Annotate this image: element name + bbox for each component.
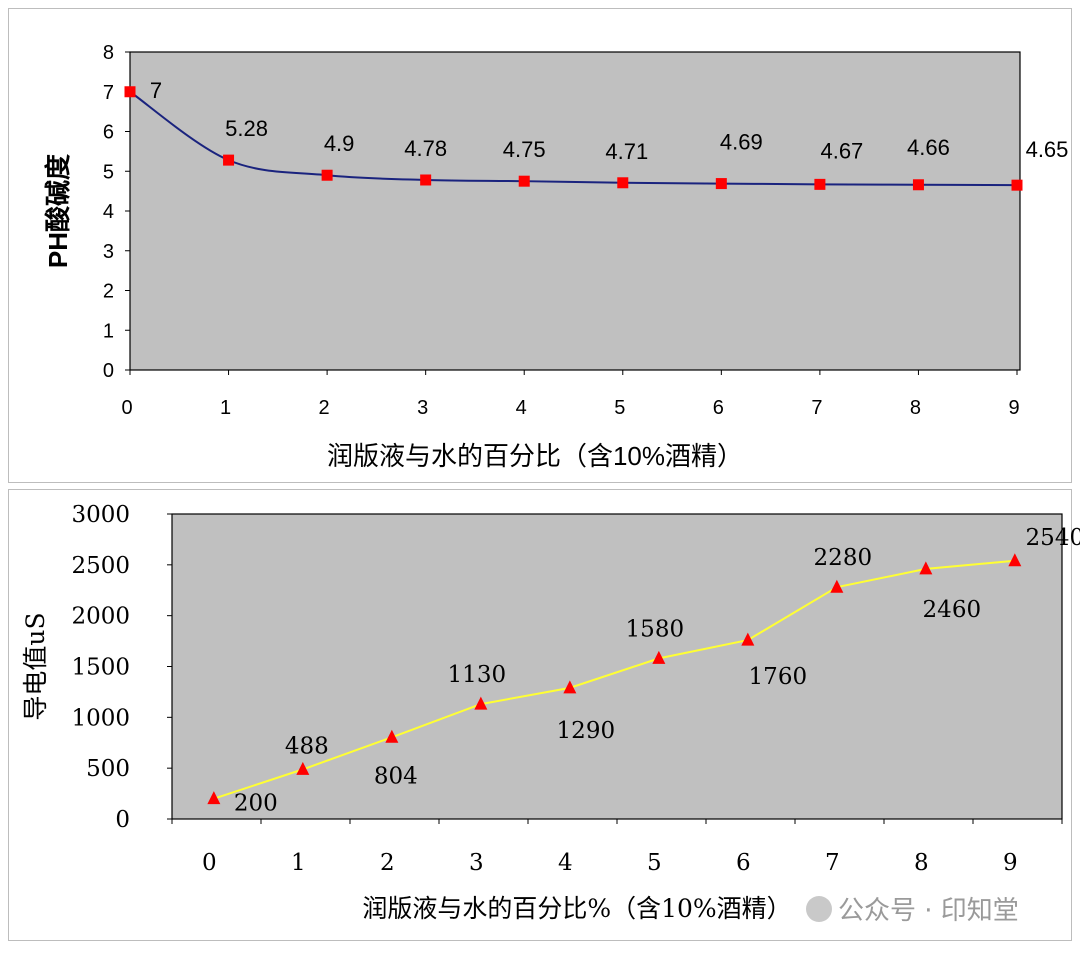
conductivity-x-tick-label: 1: [291, 850, 306, 876]
conductivity-data-label: 488: [285, 733, 329, 759]
ph-x-tick-label: 4: [516, 397, 527, 419]
ph-x-tick-label: 5: [614, 397, 625, 419]
ph-y-tick-label: 4: [103, 201, 114, 223]
watermark: 公众号 · 印知堂: [806, 890, 1019, 927]
wechat-icon: [806, 895, 832, 922]
ph-data-label: 5.28: [225, 116, 268, 141]
ph-point-marker: [912, 179, 924, 191]
conductivity-y-tick-label: 0: [115, 807, 130, 833]
conductivity-data-label: 1580: [626, 616, 685, 642]
conductivity-y-tick-label: 3000: [71, 502, 130, 528]
ph-point-marker: [223, 154, 235, 166]
conductivity-data-label: 2540: [1026, 525, 1080, 551]
conductivity-data-label: 1760: [749, 664, 808, 690]
ph-y-tick-label: 5: [103, 161, 114, 183]
conductivity-point-marker: [296, 761, 310, 775]
ph-data-label: 4.66: [907, 135, 950, 160]
ph-data-label: 4.67: [820, 138, 863, 163]
ph-x-tick-label: 2: [319, 397, 330, 419]
conductivity-data-label: 804: [374, 763, 418, 789]
ph-point-marker: [321, 169, 333, 181]
ph-y-tick-label: 2: [103, 281, 114, 303]
ph-y-tick-label: 0: [103, 360, 114, 382]
conductivity-series-line: [213, 559, 1015, 800]
ph-x-tick-label: 7: [811, 397, 822, 419]
watermark-text: 公众号 · 印知堂: [838, 896, 1019, 926]
conductivity-y-axis-label: 导电值uS: [21, 612, 50, 720]
ph-point-marker: [420, 174, 432, 186]
conductivity-point-marker: [1008, 553, 1022, 567]
ph-y-axis-label: PH酸碱度: [43, 154, 73, 268]
conductivity-data-label: 1130: [448, 662, 507, 688]
conductivity-y-tick-label: 1000: [71, 705, 130, 731]
conductivity-point-marker: [652, 650, 666, 664]
ph-point-marker: [518, 175, 530, 187]
ph-x-tick-label: 8: [910, 397, 921, 419]
ph-plot-area: [129, 51, 1021, 371]
ph-data-label: 4.65: [1026, 137, 1069, 162]
conductivity-x-tick-label: 2: [380, 850, 395, 876]
conductivity-plot-area: [171, 513, 1063, 820]
ph-x-tick-label: 9: [1008, 397, 1019, 419]
ph-data-label: 4.71: [605, 139, 648, 164]
ph-y-tick-label: 8: [103, 42, 114, 64]
ph-data-label: 4.78: [404, 136, 447, 161]
ph-point-marker: [814, 178, 826, 190]
conductivity-y-tick-label: 500: [86, 756, 130, 782]
conductivity-x-tick-label: 0: [202, 850, 217, 876]
ph-point-marker: [1011, 179, 1023, 191]
conductivity-data-label: 200: [234, 791, 278, 817]
conductivity-x-axis-label: 润版液与水的百分比%（含10%酒精）: [362, 894, 791, 923]
ph-data-label: 7: [150, 78, 162, 103]
conductivity-data-label: 2280: [814, 545, 873, 571]
conductivity-point-marker: [207, 791, 221, 805]
ph-data-label: 4.9: [324, 131, 355, 156]
conductivity-point-marker: [385, 729, 399, 743]
conductivity-x-tick-label: 8: [914, 850, 929, 876]
ph-x-tick-label: 0: [121, 397, 132, 419]
conductivity-point-marker: [830, 579, 844, 593]
ph-data-label: 4.75: [503, 137, 546, 162]
conductivity-point-marker: [741, 632, 755, 646]
conductivity-x-tick-label: 5: [647, 850, 662, 876]
ph-point-marker: [124, 86, 136, 98]
conductivity-x-tick-label: 7: [825, 850, 840, 876]
conductivity-y-tick-label: 2000: [71, 604, 130, 630]
conductivity-y-tick-label: 1500: [71, 655, 130, 681]
conductivity-point-marker: [563, 680, 577, 694]
conductivity-x-tick-label: 3: [469, 850, 484, 876]
conductivity-data-label: 1290: [557, 718, 616, 744]
ph-data-label: 4.69: [720, 130, 763, 155]
ph-x-tick-label: 1: [220, 397, 231, 419]
conductivity-x-tick-label: 6: [736, 850, 751, 876]
ph-y-tick-label: 6: [103, 122, 114, 144]
ph-point-marker: [715, 178, 727, 190]
ph-series-line: [129, 90, 1018, 187]
conductivity-point-marker: [919, 561, 933, 575]
conductivity-point-marker: [474, 696, 488, 710]
ph-x-axis-label: 润版液与水的百分比（含10%酒精）: [327, 441, 743, 471]
ph-x-tick-label: 6: [713, 397, 724, 419]
ph-y-tick-label: 1: [103, 320, 114, 342]
conductivity-x-tick-label: 4: [558, 850, 573, 876]
conductivity-y-tick-label: 2500: [71, 553, 130, 579]
ph-y-tick-label: 7: [103, 82, 114, 104]
ph-y-tick-label: 3: [103, 241, 114, 263]
ph-point-marker: [617, 177, 629, 189]
conductivity-x-tick-label: 9: [1003, 850, 1018, 876]
ph-x-tick-label: 3: [417, 397, 428, 419]
conductivity-data-label: 2460: [923, 597, 982, 623]
